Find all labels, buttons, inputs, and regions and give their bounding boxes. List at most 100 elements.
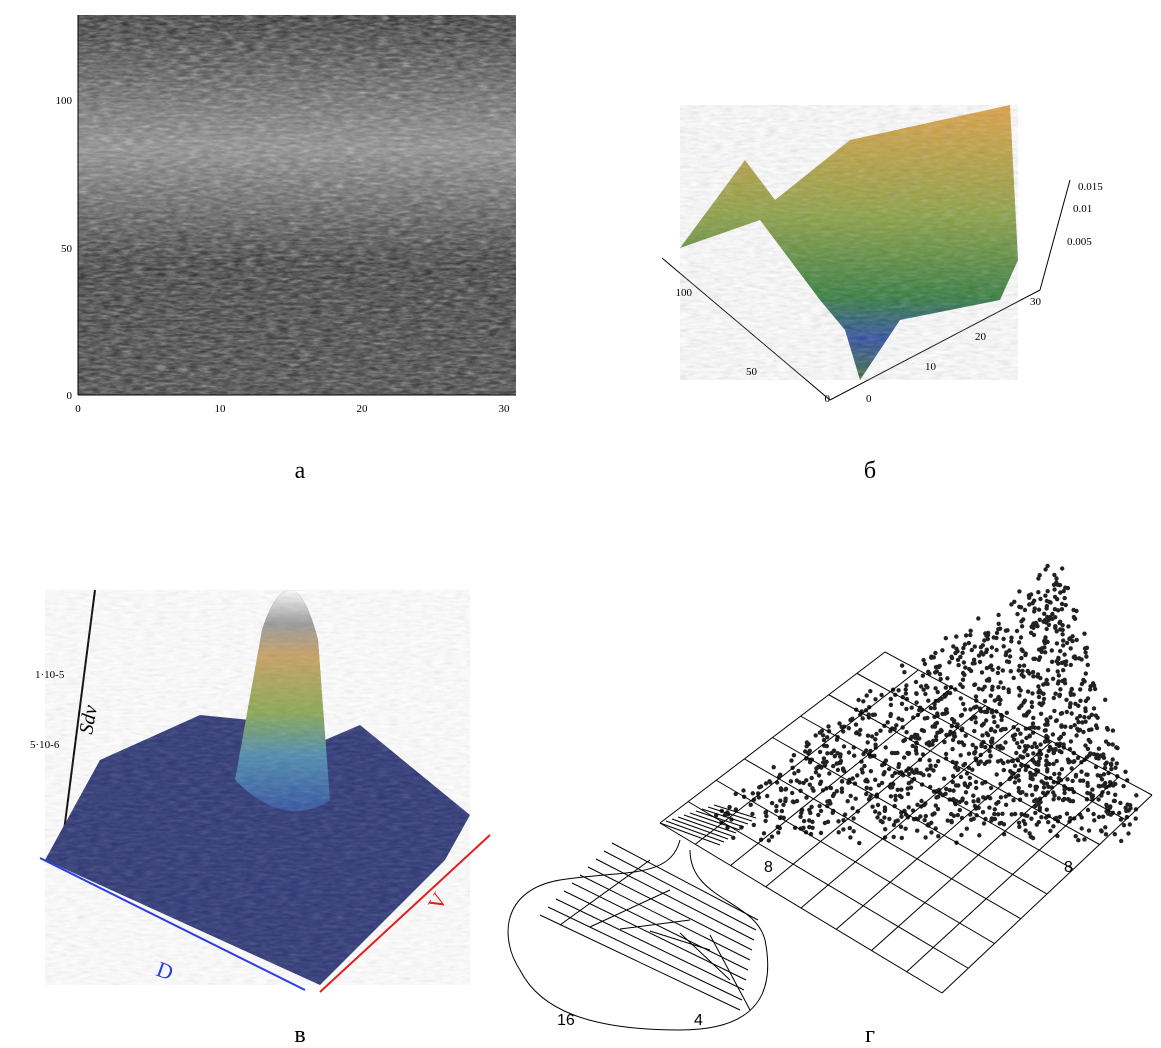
point [992,698,997,703]
point [937,729,942,735]
point [1060,566,1065,571]
fine-grid-line [659,822,721,846]
point [960,684,965,690]
point [960,677,966,682]
point [992,729,998,734]
point [761,831,767,836]
point [929,820,934,825]
point [1091,811,1096,817]
point [968,628,973,633]
point [1118,800,1123,806]
point [951,813,957,818]
point [998,795,1004,800]
point [1018,754,1023,759]
zoom-grid-line [571,882,749,971]
point [905,750,910,756]
point [980,733,985,738]
panel-c: 1·10-5 5·10-6 Sdv D V в [30,589,491,1048]
point [810,825,815,830]
point [845,799,850,804]
point [836,819,841,824]
point [848,835,853,840]
point [1038,742,1043,747]
point [1036,590,1041,595]
point [1079,657,1084,662]
point [983,745,988,750]
point [834,789,839,794]
point [1096,746,1102,751]
x-tick-label: 30 [1030,296,1042,308]
point [944,786,949,792]
point [731,835,736,840]
point [1059,601,1065,607]
point [817,803,822,809]
point [769,800,775,806]
point [1083,743,1088,748]
fine-grid-line [671,818,729,840]
caption: в [294,1022,305,1048]
point [1007,776,1012,782]
point [984,665,990,671]
z-tick-label: 0.005 [1067,236,1092,248]
point [972,750,977,755]
point [1018,790,1023,796]
point [895,818,900,823]
point [945,818,950,823]
point [949,818,954,824]
point [1036,684,1041,689]
point [876,783,882,788]
point [963,733,968,738]
point [1050,732,1056,737]
point [818,808,824,814]
point [811,788,816,793]
point [963,665,968,670]
point [1003,794,1008,799]
point [899,795,904,800]
point [984,718,989,723]
point [987,805,992,810]
point [1083,719,1088,724]
point [903,691,909,696]
point [869,734,875,739]
x-tick-label: 0 [75,403,81,415]
point [1048,715,1053,720]
point [962,642,968,647]
texture [78,15,516,395]
point [1034,744,1039,750]
point [979,741,984,747]
point [1024,711,1030,717]
point [1088,751,1093,756]
point [825,751,830,756]
point [953,783,959,788]
point [1036,607,1042,612]
point [923,835,928,840]
point [1057,736,1062,741]
point [1114,761,1120,766]
zoom-grid-line [559,859,651,926]
point [1051,695,1057,701]
point [1036,694,1042,700]
point [982,761,987,766]
point [1057,814,1063,820]
point [1041,785,1047,790]
point [970,767,975,772]
grid-line [730,687,953,866]
point [1104,784,1109,790]
point [1012,599,1017,604]
point [872,712,877,717]
z-tick-label: 5·10-6 [30,739,60,751]
point [1110,728,1116,733]
point [936,759,941,764]
fine-grid-line [677,816,733,837]
point [937,672,943,677]
point [1028,834,1034,839]
point [825,819,831,824]
point [1061,643,1066,648]
point [905,786,910,791]
point [830,793,836,799]
point [1065,777,1070,782]
point [776,830,781,835]
point [1004,710,1009,715]
y-tick-label: 0 [67,390,73,402]
point [1038,711,1044,716]
